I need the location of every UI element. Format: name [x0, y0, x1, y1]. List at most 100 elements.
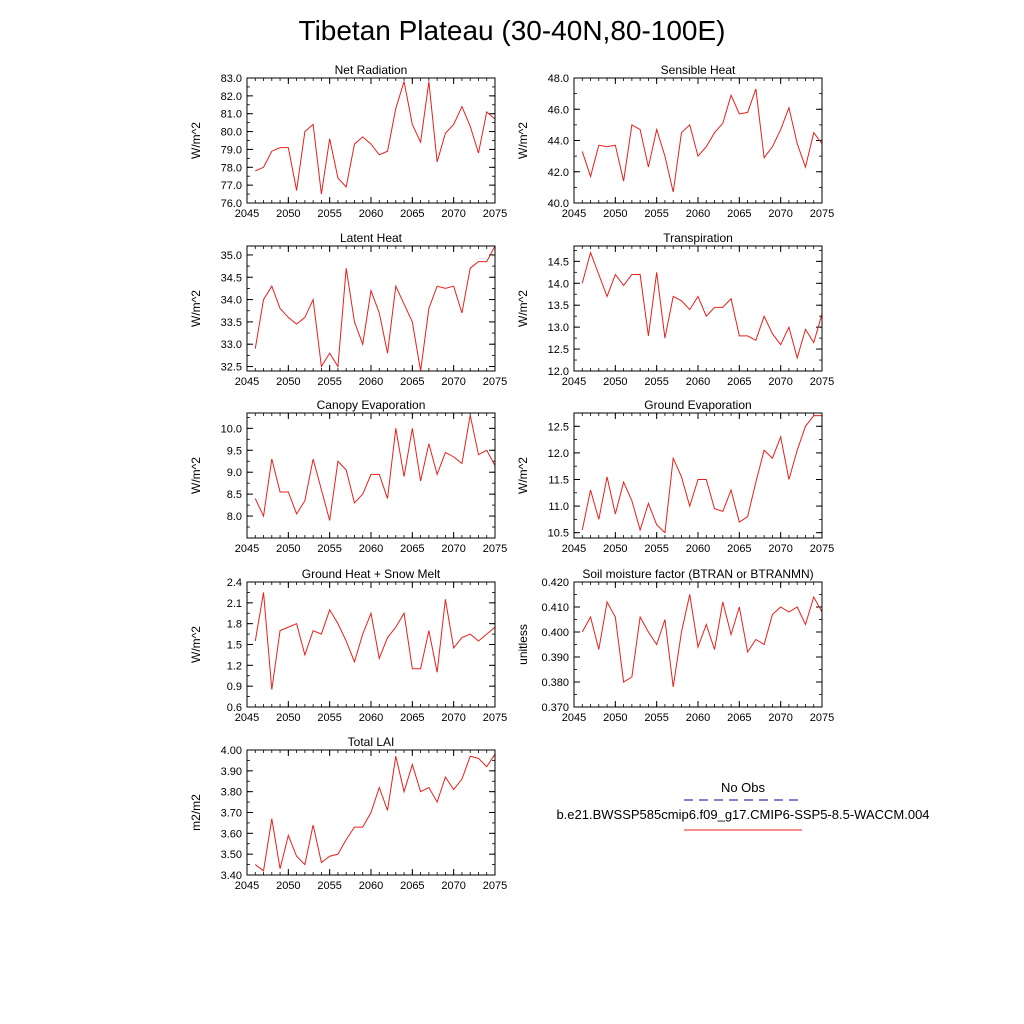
x-tick-label: 2045 — [235, 376, 259, 388]
x-tick-label: 2075 — [483, 712, 507, 724]
legend-obs-label: No Obs — [721, 780, 766, 795]
x-tick-label: 2070 — [768, 376, 792, 388]
x-tick-label: 2055 — [317, 543, 341, 555]
x-tick-label: 2075 — [810, 376, 834, 388]
panel-title: Canopy Evaporation — [317, 398, 426, 412]
y-tick-label: 3.60 — [221, 828, 242, 840]
y-tick-label: 79.0 — [221, 144, 242, 156]
y-tick-label: 8.0 — [227, 511, 242, 523]
y-tick-label: 48.0 — [548, 73, 569, 85]
x-tick-label: 2065 — [400, 208, 424, 220]
y-tick-label: 12.5 — [548, 421, 569, 433]
panel-title: Transpiration — [663, 231, 733, 245]
plot-frame — [573, 245, 823, 372]
y-tick-label: 14.5 — [548, 256, 569, 268]
x-tick-label: 2045 — [235, 880, 259, 892]
x-tick-label: 2050 — [603, 376, 627, 388]
x-tick-label: 2065 — [727, 712, 751, 724]
y-tick-label: 33.5 — [221, 317, 242, 329]
y-axis-label: W/m^2 — [516, 290, 530, 327]
y-tick-label: 14.0 — [548, 278, 569, 290]
y-tick-label: 13.0 — [548, 322, 569, 334]
x-tick-label: 2055 — [644, 208, 668, 220]
y-axis-label: W/m^2 — [189, 290, 203, 327]
x-tick-label: 2070 — [441, 712, 465, 724]
series-line — [581, 594, 823, 688]
x-tick-label: 2050 — [603, 208, 627, 220]
y-tick-label: 1.5 — [227, 640, 242, 652]
panel-title: Sensible Heat — [661, 63, 736, 77]
x-tick-label: 2075 — [483, 880, 507, 892]
y-tick-label: 9.5 — [227, 445, 242, 457]
y-axis-label: W/m^2 — [189, 122, 203, 159]
x-tick-label: 2050 — [276, 543, 300, 555]
y-tick-label: 77.0 — [221, 180, 242, 192]
y-tick-label: 11.0 — [548, 501, 569, 513]
y-axis-label: unitless — [516, 624, 530, 665]
series-line — [254, 415, 496, 521]
x-tick-label: 2060 — [359, 712, 383, 724]
x-tick-label: 2070 — [768, 712, 792, 724]
x-tick-label: 2060 — [359, 880, 383, 892]
panel-6: Ground Evaporation W/m^2 2045 2050 2055 2060 2… — [516, 398, 834, 555]
x-tick-label: 2065 — [400, 712, 424, 724]
x-tick-label: 2055 — [644, 376, 668, 388]
series-line — [581, 88, 823, 193]
x-tick-label: 2060 — [359, 208, 383, 220]
x-tick-label: 2070 — [441, 208, 465, 220]
y-tick-label: 0.390 — [541, 652, 569, 664]
y-axis-label: W/m^2 — [516, 457, 530, 494]
panel-3: Latent Heat W/m^2 2045 2050 2055 2060 2065 2070… — [189, 231, 507, 388]
y-tick-label: 8.5 — [227, 489, 242, 501]
x-tick-label: 2065 — [727, 208, 751, 220]
y-tick-label: 11.5 — [548, 474, 569, 486]
x-tick-label: 2045 — [562, 208, 586, 220]
x-tick-label: 2060 — [359, 543, 383, 555]
plot-frame — [246, 412, 496, 539]
y-tick-label: 82.0 — [221, 91, 242, 103]
panel-8: Soil moisture factor (BTRAN or BTRANMN) u… — [516, 567, 834, 724]
x-tick-label: 2055 — [644, 543, 668, 555]
plot-frame — [246, 581, 496, 708]
y-tick-label: 12.5 — [548, 344, 569, 356]
y-tick-label: 0.380 — [541, 677, 569, 689]
y-tick-label: 34.0 — [221, 295, 242, 307]
x-tick-label: 2055 — [317, 376, 341, 388]
y-tick-label: 3.80 — [221, 787, 242, 799]
y-tick-label: 0.410 — [541, 602, 569, 614]
y-tick-label: 76.0 — [221, 198, 242, 210]
plot-frame — [573, 412, 823, 539]
x-tick-label: 2065 — [727, 543, 751, 555]
x-tick-label: 2075 — [483, 376, 507, 388]
y-tick-label: 0.6 — [227, 702, 242, 714]
y-tick-label: 44.0 — [548, 136, 569, 148]
x-tick-label: 2050 — [603, 543, 627, 555]
panel-2: Sensible Heat W/m^2 2045 2050 2055 2060 2065 20… — [516, 63, 834, 220]
y-tick-label: 3.90 — [221, 766, 242, 778]
x-tick-label: 2060 — [686, 712, 710, 724]
x-tick-label: 2045 — [235, 543, 259, 555]
y-tick-label: 0.400 — [541, 627, 569, 639]
y-tick-label: 0.9 — [227, 681, 242, 693]
panel-title: Soil moisture factor (BTRAN or BTRANMN) — [582, 567, 813, 581]
x-tick-label: 2075 — [483, 208, 507, 220]
series-line — [581, 250, 823, 360]
x-tick-label: 2060 — [359, 376, 383, 388]
legend-model-label: b.e21.BWSSP585cmip6.f09_g17.CMIP6-SSP5-8… — [556, 807, 929, 822]
plot-frame — [573, 581, 823, 708]
y-axis-label: m2/m2 — [189, 794, 203, 831]
y-tick-label: 3.70 — [221, 808, 242, 820]
y-tick-label: 42.0 — [548, 167, 569, 179]
plot-frame — [573, 77, 823, 204]
x-tick-label: 2050 — [276, 208, 300, 220]
x-tick-label: 2050 — [276, 712, 300, 724]
y-tick-label: 80.0 — [221, 127, 242, 139]
legend: No Obs b.e21.BWSSP585cmip6.f09_g17.CMIP6… — [556, 780, 930, 831]
figure-title: Tibetan Plateau (30-40N,80-100E) — [299, 15, 726, 46]
series-line — [254, 592, 496, 690]
x-tick-label: 2055 — [317, 712, 341, 724]
x-tick-label: 2045 — [235, 712, 259, 724]
panel-title: Latent Heat — [340, 231, 403, 245]
y-tick-label: 3.40 — [221, 870, 242, 882]
x-tick-label: 2050 — [603, 712, 627, 724]
